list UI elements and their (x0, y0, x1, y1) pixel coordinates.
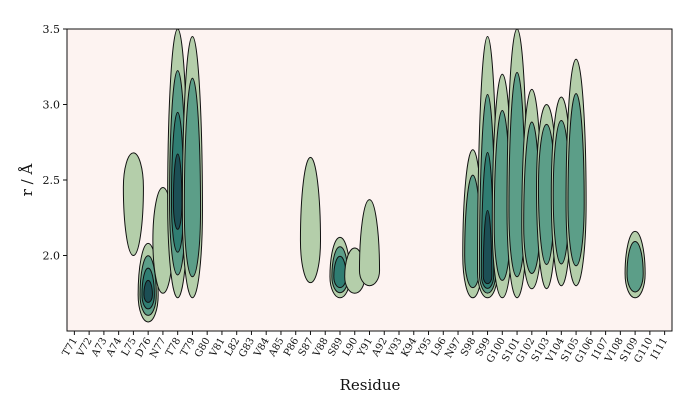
x-tick-label: A74 (104, 336, 124, 360)
y-axis-title: r / Å (18, 164, 36, 197)
x-tick-label: V81 (208, 336, 228, 360)
x-tick-label: A73 (89, 336, 109, 360)
density-contours (122, 29, 646, 323)
y-tick-label: 3.0 (43, 99, 61, 112)
contour-t79-level-2 (183, 77, 202, 278)
x-tick-label: L90 (341, 336, 360, 358)
x-tick-label: N97 (443, 336, 463, 360)
x-tick-label: V84 (252, 336, 272, 360)
x-tick-label: A85 (267, 336, 287, 360)
x-axis: T71V72A73A74L75D76N77T78T79G80V81L82G83V… (61, 331, 670, 365)
contour-l75-level-1 (122, 152, 144, 257)
x-tick-label: S98 (459, 336, 478, 358)
y-tick-label: 2.0 (43, 250, 61, 263)
y-tick-label: 2.5 (43, 174, 61, 187)
x-tick-label: T78 (164, 336, 183, 358)
x-tick-label: V88 (311, 336, 331, 360)
x-axis-title: Residue (340, 376, 401, 394)
x-tick-label: K94 (400, 336, 420, 359)
contour-s99-level-4 (482, 210, 493, 285)
contour-s109-level-2 (626, 240, 644, 293)
x-tick-label: V72 (75, 336, 95, 360)
x-tick-label: G83 (237, 336, 257, 359)
x-tick-label: V93 (385, 336, 405, 360)
contour-s87-level-1 (299, 156, 322, 284)
x-tick-label: G80 (193, 336, 213, 359)
contour-s105-level-2 (567, 93, 585, 267)
contour-d76-level-4 (143, 279, 153, 303)
x-tick-label: A92 (370, 336, 390, 360)
x-tick-label: Y91 (355, 336, 375, 359)
y-axis: 2.0 2.5 3.0 3.5 (43, 23, 67, 263)
x-tick-label: S89 (326, 336, 345, 358)
contour-s89-level-3 (333, 255, 347, 289)
x-tick-label: N77 (148, 336, 168, 360)
y-tick-label: 3.5 (43, 23, 61, 36)
contour-s101-level-2 (508, 71, 526, 278)
contour-y91-level-1 (358, 199, 381, 287)
contour-t78-level-4 (172, 153, 183, 230)
x-tick-label: Y95 (414, 336, 434, 359)
